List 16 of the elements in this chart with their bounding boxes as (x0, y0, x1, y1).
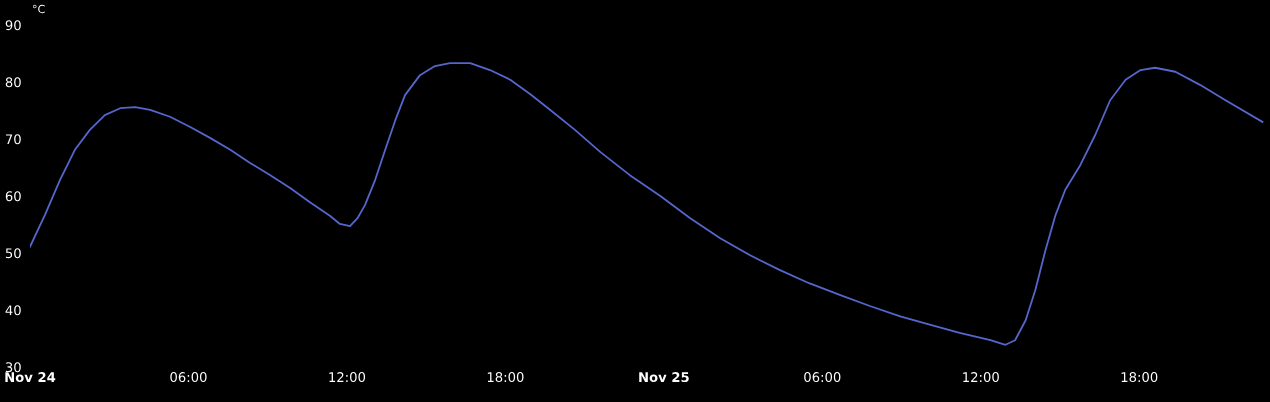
y-tick-label: 70 (5, 134, 21, 145)
x-tick-label: 18:00 (1121, 372, 1158, 383)
x-tick-label: 12:00 (329, 372, 366, 383)
x-tick-label: 18:00 (487, 372, 524, 383)
y-tick-label: 30 (5, 362, 21, 373)
y-tick-label: 50 (5, 248, 21, 259)
y-tick-label: 80 (5, 77, 21, 88)
y-tick-label: 90 (5, 20, 21, 31)
x-tick-label: 12:00 (963, 372, 999, 383)
x-tick-label: Nov 24 (5, 372, 56, 383)
x-tick-label: 06:00 (804, 372, 841, 383)
y-tick-label: 60 (5, 191, 21, 202)
x-tick-label: 06:00 (170, 372, 207, 383)
y-tick-label: 40 (5, 305, 21, 316)
x-tick-label: Nov 25 (639, 372, 689, 383)
y-axis-title: °C (33, 4, 45, 14)
